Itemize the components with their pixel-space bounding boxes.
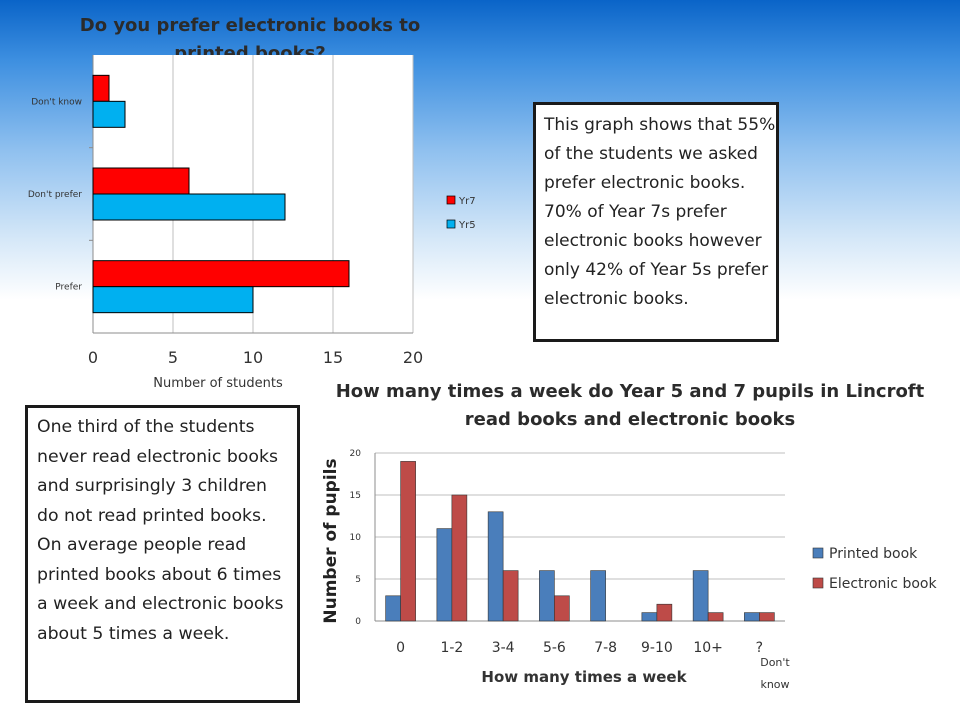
chart1-legend-swatch [446, 219, 456, 229]
chart2-bar-printed-book [590, 570, 606, 622]
chart2-bar-printed-book [487, 511, 504, 622]
chart2-legend-swatch [812, 547, 824, 559]
chart2-bar-electronic-book [554, 595, 570, 622]
chart1-x-tick-label: 5 [168, 348, 178, 367]
chart1-y-tick-label: Don't know [31, 97, 82, 107]
chart1-bar-yr5 [92, 286, 254, 314]
chart2-x-axis-label: How many times a week [481, 668, 687, 686]
summary-textbox-top: This graph shows that 55% of the student… [533, 102, 779, 342]
chart1-bar-yr5 [92, 100, 126, 128]
chart1-legend-label: Yr5 [458, 220, 476, 231]
chart2-bar-printed-book [692, 570, 709, 622]
chart2-bar-printed-book [436, 528, 453, 622]
chart2-bar-electronic-book [451, 494, 468, 622]
chart2-y-tick-label: 0 [355, 617, 361, 627]
chart2-y-tick-label: 5 [355, 575, 361, 585]
chart2-category-note: Don't [760, 656, 790, 669]
chart2-x-tick-label: ? [756, 640, 763, 656]
chart2-y-tick-label: 15 [350, 491, 361, 501]
chart1-x-tick-label: 0 [88, 348, 98, 367]
chart2-y-tick-label: 20 [350, 449, 362, 459]
chart1-bar-yr5 [92, 193, 286, 221]
chart2-bar-electronic-book [400, 461, 416, 622]
chart2-title: How many times a week do Year 5 and 7 pu… [335, 381, 925, 430]
summary-text-bottom: One third of the students never read ele… [37, 417, 284, 644]
chart2-bar-electronic-book [707, 612, 724, 622]
chart2-x-tick-label: 0 [396, 640, 405, 656]
chart2-x-tick-label: 5-6 [543, 640, 566, 656]
chart1-x-tick-label: 20 [403, 348, 423, 367]
chart1-y-tick-label: Don't prefer [28, 190, 82, 200]
chart2-x-tick-label: 3-4 [492, 640, 515, 656]
chart2-bar-printed-book [744, 612, 760, 622]
chart2-bar-electronic-book [502, 570, 519, 622]
chart2-bar-printed-book [539, 570, 555, 622]
chart1-x-tick-label: 15 [323, 348, 343, 367]
chart2-x-tick-label: 10+ [693, 640, 723, 656]
chart1-bar-yr7 [92, 74, 110, 102]
chart1-bar-yr7 [92, 167, 190, 195]
chart2-x-tick-label: 9-10 [641, 640, 673, 656]
chart2-legend-label: Printed book [829, 546, 918, 562]
chart1-x-tick-label: 10 [243, 348, 263, 367]
chart2-x-tick-label: 1-2 [440, 640, 463, 656]
chart2-bar-printed-book [385, 595, 401, 622]
chart2-y-axis-label: Number of pupils [321, 458, 341, 623]
summary-text-top: This graph shows that 55% of the student… [544, 115, 776, 309]
chart1-legend-swatch [446, 195, 456, 205]
chart2-bar-printed-book [641, 612, 658, 622]
chart2-legend-label: Electronic book [829, 576, 937, 592]
chart2-y-tick-label: 10 [350, 533, 362, 543]
chart2-bar-electronic-book [759, 612, 775, 622]
chart1-x-axis-label: Number of students [153, 376, 283, 391]
chart2-x-tick-label: 7-8 [594, 640, 617, 656]
chart2-legend-swatch [812, 577, 824, 589]
chart1-bar-yr7 [92, 260, 350, 288]
chart1-legend-label: Yr7 [458, 196, 476, 207]
chart1-y-tick-label: Prefer [55, 283, 82, 293]
chart2-bar-electronic-book [656, 603, 673, 622]
chart2-category-note: know [760, 678, 789, 691]
summary-textbox-bottom: One third of the students never read ele… [25, 405, 300, 703]
